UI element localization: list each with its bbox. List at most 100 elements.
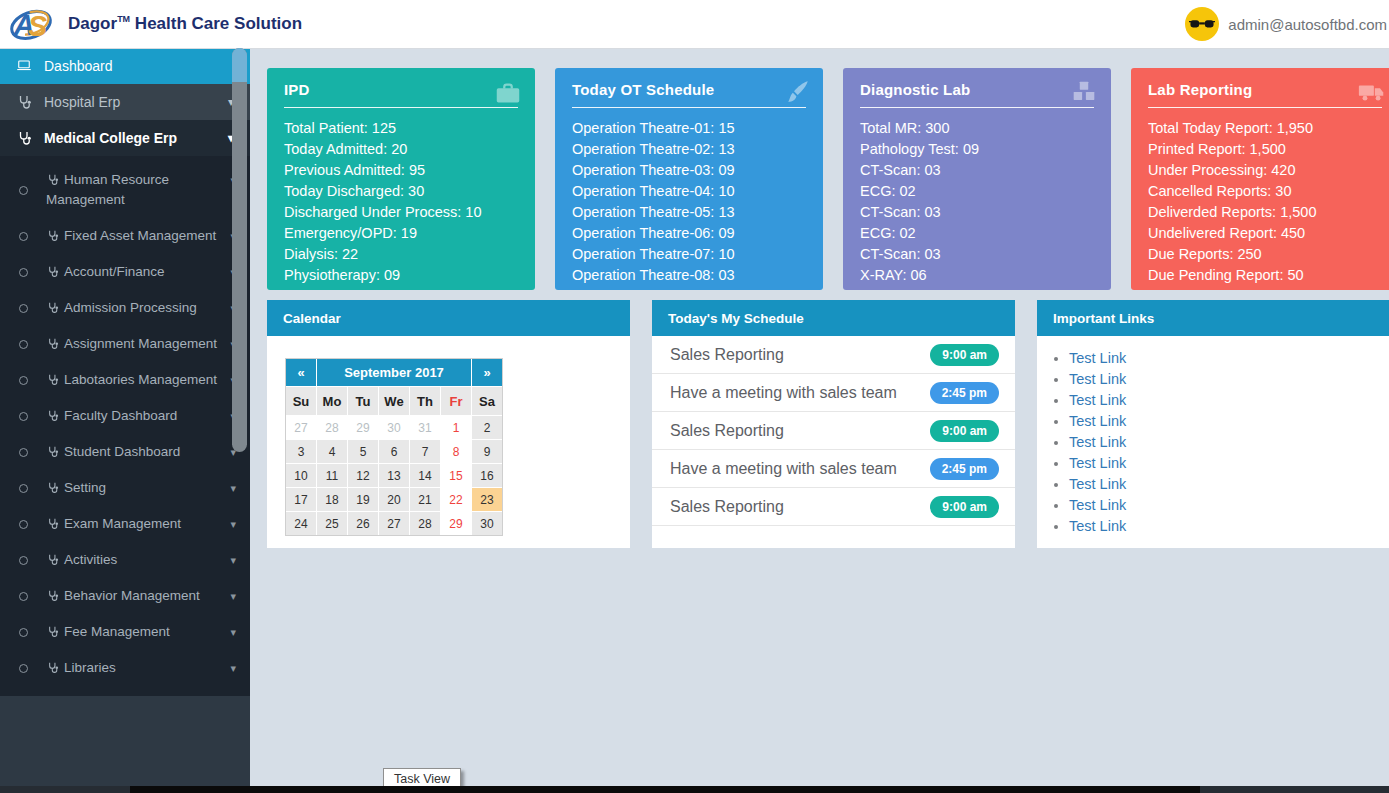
- calendar-day-cell[interactable]: 28: [317, 416, 347, 439]
- submenu-item[interactable]: Account/Finance ▾: [0, 254, 250, 290]
- schedule-list-item[interactable]: Have a meeting with sales team 2:45 pm: [652, 374, 1015, 412]
- calendar-day-cell[interactable]: 2: [472, 416, 502, 439]
- calendar-day-cell[interactable]: 20: [379, 488, 409, 511]
- calendar-panel-title: Calendar: [267, 300, 630, 336]
- submenu-item-label: Behavior Management: [64, 588, 200, 603]
- sidebar-item-dashboard[interactable]: Dashboard: [0, 48, 250, 84]
- calendar-day-cell[interactable]: 17: [286, 488, 316, 511]
- card-stat-line: Physiotherapy: 09: [284, 265, 518, 286]
- test-link[interactable]: Test Link: [1069, 350, 1126, 366]
- bullet-icon: [19, 340, 28, 349]
- sidebar-item-medical-college-erp[interactable]: Medical College Erp ▾: [0, 120, 250, 156]
- calendar-days-grid: 2728293031123456789101112131415161718192…: [286, 416, 502, 535]
- submenu-item-label: Labotaories Management: [64, 372, 217, 387]
- card-stat-line: CT-Scan: 03: [860, 202, 1094, 223]
- calendar-day-cell[interactable]: 28: [410, 512, 440, 535]
- schedule-list-item[interactable]: Sales Reporting 9:00 am: [652, 336, 1015, 374]
- calendar-day-cell[interactable]: 22: [441, 488, 471, 511]
- calendar-day-cell[interactable]: 19: [348, 488, 378, 511]
- calendar-day-cell[interactable]: 12: [348, 464, 378, 487]
- test-link[interactable]: Test Link: [1069, 371, 1126, 387]
- submenu-item[interactable]: Student Dashboard ▾: [0, 434, 250, 470]
- calendar-day-cell[interactable]: 27: [286, 416, 316, 439]
- calendar-day-cell[interactable]: 26: [348, 512, 378, 535]
- calendar-day-cell[interactable]: 29: [348, 416, 378, 439]
- calendar-day-cell[interactable]: 18: [317, 488, 347, 511]
- calendar-day-cell[interactable]: 16: [472, 464, 502, 487]
- submenu-item[interactable]: Exam Management ▾: [0, 506, 250, 542]
- sidebar-scrollbar-thumb[interactable]: [232, 48, 247, 452]
- calendar-day-cell[interactable]: 9: [472, 440, 502, 463]
- card-stat-line: Cancelled Reports: 30: [1148, 181, 1382, 202]
- test-link[interactable]: Test Link: [1069, 455, 1126, 471]
- test-link[interactable]: Test Link: [1069, 413, 1126, 429]
- calendar-day-cell[interactable]: 30: [379, 416, 409, 439]
- calendar-day-cell[interactable]: 11: [317, 464, 347, 487]
- calendar-day-cell[interactable]: 21: [410, 488, 440, 511]
- calendar-next-button[interactable]: »: [472, 359, 502, 386]
- card-stat-line: Operation Theatre-02: 13: [572, 139, 806, 160]
- calendar-day-cell[interactable]: 5: [348, 440, 378, 463]
- card-stat-line: Previous Admitted: 95: [284, 160, 518, 181]
- user-avatar[interactable]: [1185, 7, 1219, 41]
- submenu-item[interactable]: Labotaories Management ▾: [0, 362, 250, 398]
- calendar-day-cell[interactable]: 30: [472, 512, 502, 535]
- test-link[interactable]: Test Link: [1069, 518, 1126, 534]
- sidebar-item-label: Medical College Erp: [44, 130, 177, 146]
- calendar-day-cell[interactable]: 10: [286, 464, 316, 487]
- horizontal-scrollbar-thumb[interactable]: [130, 786, 1200, 793]
- calendar-day-cell[interactable]: 4: [317, 440, 347, 463]
- schedule-list: Sales Reporting 9:00 am Have a meeting w…: [652, 336, 1015, 526]
- calendar-day-cell[interactable]: 3: [286, 440, 316, 463]
- calendar-day-cell[interactable]: 7: [410, 440, 440, 463]
- bullet-icon: [19, 412, 28, 421]
- calendar-day-cell[interactable]: 1: [441, 416, 471, 439]
- link-list-item: Test Link: [1069, 390, 1389, 411]
- calendar-day-header: Fr: [441, 387, 471, 415]
- test-link[interactable]: Test Link: [1069, 434, 1126, 450]
- bullet-icon: [19, 186, 28, 195]
- svg-text:S: S: [28, 10, 47, 42]
- submenu-item[interactable]: Assignment Management ▾: [0, 326, 250, 362]
- bullet-icon: [19, 664, 28, 673]
- submenu-item[interactable]: Behavior Management ▾: [0, 578, 250, 614]
- schedule-list-item[interactable]: Sales Reporting 9:00 am: [652, 488, 1015, 526]
- submenu-item[interactable]: Admission Processing ▾: [0, 290, 250, 326]
- schedule-list-item[interactable]: Have a meeting with sales team 2:45 pm: [652, 450, 1015, 488]
- test-link[interactable]: Test Link: [1069, 476, 1126, 492]
- card-stat-line: Discharged Under Process: 10: [284, 202, 518, 223]
- calendar-day-cell[interactable]: 6: [379, 440, 409, 463]
- calendar-day-cell[interactable]: 14: [410, 464, 440, 487]
- bullet-icon: [19, 484, 28, 493]
- submenu-item[interactable]: Fixed Asset Management ▾: [0, 218, 250, 254]
- submenu-item[interactable]: Setting ▾: [0, 470, 250, 506]
- calendar-day-cell[interactable]: 25: [317, 512, 347, 535]
- calendar-day-cell[interactable]: 13: [379, 464, 409, 487]
- calendar-day-cell[interactable]: 24: [286, 512, 316, 535]
- schedule-time-badge: 2:45 pm: [930, 382, 999, 404]
- calendar-prev-button[interactable]: «: [286, 359, 316, 386]
- submenu-item[interactable]: Activities ▾: [0, 542, 250, 578]
- autosoft-logo-icon: A S: [8, 3, 54, 45]
- submenu-item-label: Fixed Asset Management: [64, 228, 216, 243]
- calendar-day-cell[interactable]: 27: [379, 512, 409, 535]
- stethoscope-icon: [46, 265, 59, 278]
- calendar-day-cell[interactable]: 31: [410, 416, 440, 439]
- card-stat-line: X-RAY: 06: [860, 265, 1094, 286]
- test-link[interactable]: Test Link: [1069, 497, 1126, 513]
- submenu-item[interactable]: Faculty Dashboard ▾: [0, 398, 250, 434]
- card-lines: Total Patient: 125Today Admitted: 20Prev…: [284, 118, 518, 286]
- test-link[interactable]: Test Link: [1069, 392, 1126, 408]
- caret-down-icon: ▾: [230, 586, 236, 606]
- dashboard-page: A S DagorTM Health Care Solution admin@a…: [0, 0, 1389, 793]
- sidebar-item-hospital-erp[interactable]: Hospital Erp ▾: [0, 84, 250, 120]
- calendar-day-cell[interactable]: 15: [441, 464, 471, 487]
- submenu-item[interactable]: Human Resource Management ▾: [0, 162, 250, 218]
- calendar-day-cell[interactable]: 23: [472, 488, 502, 511]
- submenu-item[interactable]: Fee Management ▾: [0, 614, 250, 650]
- calendar-day-cell[interactable]: 29: [441, 512, 471, 535]
- calendar-day-cell[interactable]: 8: [441, 440, 471, 463]
- stethoscope-icon: [46, 553, 59, 566]
- schedule-list-item[interactable]: Sales Reporting 9:00 am: [652, 412, 1015, 450]
- submenu-item[interactable]: Libraries ▾: [0, 650, 250, 686]
